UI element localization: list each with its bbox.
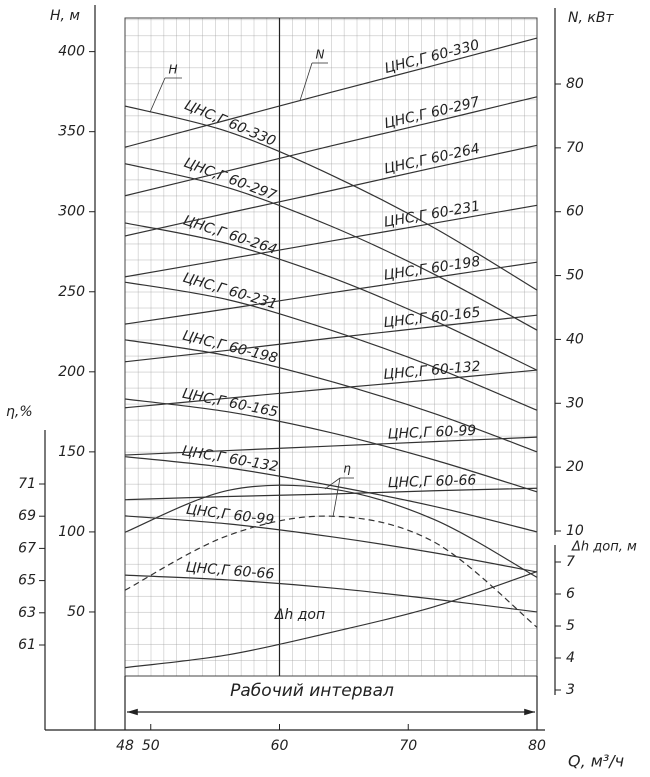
tick-label: 70 bbox=[566, 140, 584, 156]
tick-label: 10 bbox=[566, 523, 584, 539]
tick-label: 350 bbox=[58, 124, 85, 140]
curve bbox=[124, 484, 538, 578]
curve bbox=[124, 574, 538, 613]
curve bbox=[124, 314, 538, 363]
x-tick-label: 50 bbox=[142, 738, 160, 754]
tick-label: 80 bbox=[566, 76, 584, 92]
interval-label: Рабочий интервал bbox=[230, 681, 394, 701]
x-tick-label: 70 bbox=[399, 738, 417, 754]
x-tick-label: 48 bbox=[116, 738, 134, 754]
tick-label: 30 bbox=[566, 395, 584, 411]
tick-label: 63 bbox=[18, 605, 36, 621]
curve bbox=[124, 204, 538, 278]
curve bbox=[124, 571, 538, 669]
tick-label: 67 bbox=[18, 540, 36, 556]
tick-label: 50 bbox=[566, 268, 584, 284]
leader-line bbox=[299, 62, 313, 101]
tick-label: 300 bbox=[58, 204, 85, 220]
curve bbox=[124, 436, 538, 456]
curve bbox=[124, 222, 538, 371]
leader-line bbox=[324, 477, 341, 490]
leader-line bbox=[149, 77, 166, 113]
y3-axis-label: η,% bbox=[6, 404, 33, 420]
tick-label: 20 bbox=[566, 459, 584, 475]
tick-label: 4 bbox=[566, 650, 575, 666]
tick-label: 60 bbox=[566, 204, 584, 220]
curve bbox=[124, 105, 538, 291]
tick-label: 400 bbox=[58, 44, 85, 60]
tick-label: 50 bbox=[67, 604, 85, 620]
tick-label: 6 bbox=[566, 586, 575, 602]
curve-label: ЦНС,Г 60-99 bbox=[387, 423, 476, 443]
curve bbox=[124, 515, 538, 573]
y4-axis-label: Δh доп, м bbox=[571, 540, 637, 555]
y-axis-label: H, м bbox=[50, 8, 80, 24]
tick-label: 40 bbox=[566, 331, 584, 347]
curve-label: Δh доп bbox=[274, 607, 325, 623]
tick-label: 7 bbox=[566, 554, 575, 570]
tick-label: 71 bbox=[18, 476, 36, 492]
curve bbox=[124, 261, 538, 325]
tick-label: 5 bbox=[566, 618, 575, 634]
tick-label: 150 bbox=[58, 444, 85, 460]
curve bbox=[124, 456, 538, 533]
tick-label: 61 bbox=[18, 637, 36, 653]
curve bbox=[124, 144, 538, 237]
tick-label: 250 bbox=[58, 284, 85, 300]
curve-annotation: N bbox=[316, 48, 325, 62]
tick-label: 200 bbox=[58, 364, 85, 380]
leader-line bbox=[332, 477, 341, 517]
curve-annotation: H bbox=[168, 63, 177, 77]
x-axis-label: Q, м³/ч bbox=[568, 752, 624, 771]
x-tick-label: 60 bbox=[271, 738, 289, 754]
curve bbox=[124, 515, 538, 628]
curve bbox=[124, 398, 538, 493]
y2-axis-label: N, кВт bbox=[568, 10, 614, 26]
tick-label: 65 bbox=[18, 573, 36, 589]
curve bbox=[124, 37, 538, 148]
curve-label: ЦНС,Г 60-66 bbox=[185, 560, 275, 583]
curve bbox=[124, 369, 538, 409]
curve bbox=[124, 96, 538, 197]
curve bbox=[124, 281, 538, 411]
x-tick-label: 80 bbox=[528, 738, 546, 754]
curve-label: ЦНС,Г 60-66 bbox=[387, 472, 476, 491]
curve-annotation: η bbox=[343, 462, 351, 476]
curve bbox=[124, 339, 538, 453]
curve bbox=[124, 487, 538, 501]
tick-label: 100 bbox=[58, 524, 85, 540]
tick-label: 69 bbox=[18, 508, 36, 524]
tick-label: 3 bbox=[566, 682, 575, 698]
